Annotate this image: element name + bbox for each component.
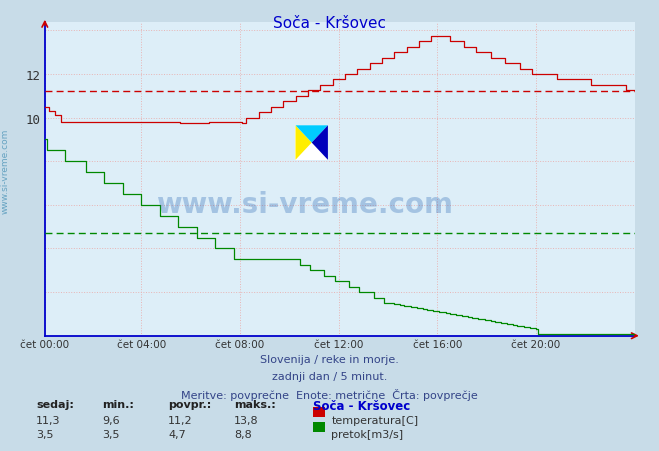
Text: min.:: min.: [102, 399, 134, 409]
Text: temperatura[C]: temperatura[C] [331, 415, 418, 425]
Text: maks.:: maks.: [234, 399, 275, 409]
Text: 11,3: 11,3 [36, 415, 61, 425]
Text: Slovenija / reke in morje.: Slovenija / reke in morje. [260, 354, 399, 364]
Polygon shape [312, 126, 328, 161]
Text: 8,8: 8,8 [234, 429, 252, 439]
Text: 4,7: 4,7 [168, 429, 186, 439]
Text: 3,5: 3,5 [36, 429, 54, 439]
Polygon shape [295, 126, 312, 161]
Text: www.si-vreme.com: www.si-vreme.com [156, 190, 453, 218]
Text: 3,5: 3,5 [102, 429, 120, 439]
Text: pretok[m3/s]: pretok[m3/s] [331, 429, 403, 439]
Text: Soča - Kršovec: Soča - Kršovec [273, 16, 386, 31]
Text: zadnji dan / 5 minut.: zadnji dan / 5 minut. [272, 371, 387, 381]
Text: 13,8: 13,8 [234, 415, 258, 425]
Text: 11,2: 11,2 [168, 415, 192, 425]
Polygon shape [295, 126, 328, 143]
Text: Meritve: povprečne  Enote: metrične  Črta: povprečje: Meritve: povprečne Enote: metrične Črta:… [181, 388, 478, 400]
Text: www.si-vreme.com: www.si-vreme.com [1, 129, 10, 214]
Text: sedaj:: sedaj: [36, 399, 74, 409]
Text: Soča - Kršovec: Soča - Kršovec [313, 399, 411, 412]
Text: 9,6: 9,6 [102, 415, 120, 425]
Text: povpr.:: povpr.: [168, 399, 212, 409]
